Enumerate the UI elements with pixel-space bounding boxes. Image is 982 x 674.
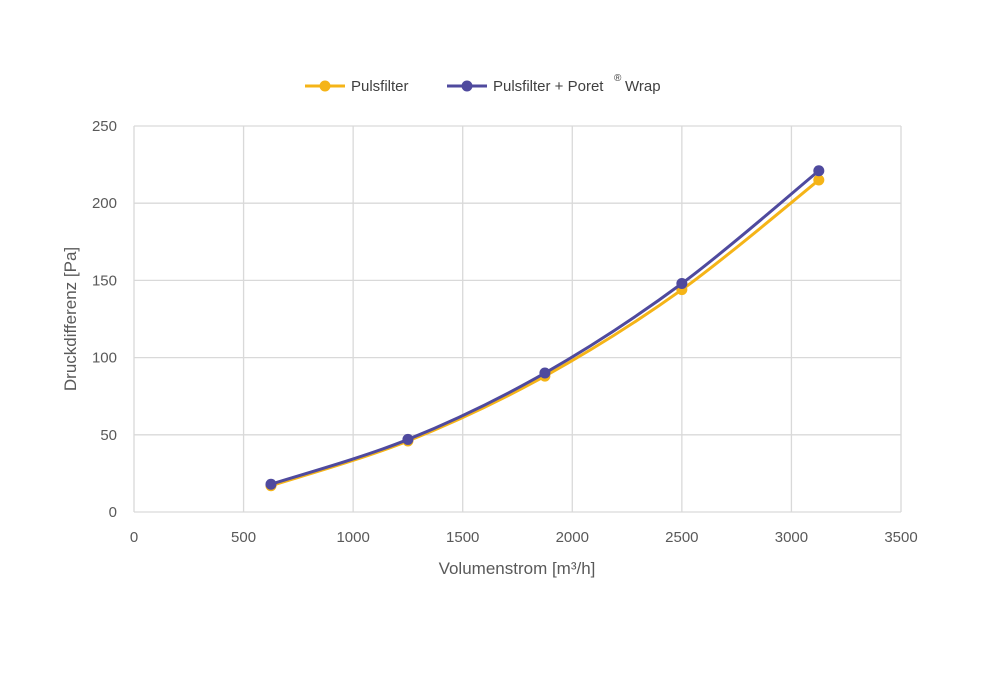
series-0-point-4[interactable] bbox=[813, 174, 825, 186]
x-tick-label-2: 1000 bbox=[336, 529, 369, 546]
x-tick-label-7: 3500 bbox=[884, 529, 917, 546]
y-tick-label-4: 200 bbox=[92, 195, 117, 212]
y-axis-title: Druckdifferenz [Pa] bbox=[61, 247, 80, 391]
series-1-point-1[interactable] bbox=[402, 433, 414, 445]
x-tick-label-1: 500 bbox=[231, 529, 256, 546]
legend-label-pulsfilter-poret-wrap: Pulsfilter + Poret bbox=[493, 78, 604, 95]
x-tick-label-0: 0 bbox=[130, 529, 138, 546]
legend-label-registered-mark: ® bbox=[614, 73, 622, 84]
series-1-point-4[interactable] bbox=[813, 165, 825, 177]
series-1-point-2[interactable] bbox=[539, 367, 551, 379]
series-1-point-0[interactable] bbox=[265, 478, 277, 490]
legend-entry-pulsfilter-poret-wrap[interactable]: Pulsfilter + Poret ® Wrap bbox=[447, 73, 661, 95]
x-tick-label-6: 3000 bbox=[775, 529, 808, 546]
x-tick-label-5: 2500 bbox=[665, 529, 698, 546]
legend-marker-pulsfilter-poret-wrap bbox=[461, 80, 473, 92]
series-layer bbox=[265, 165, 825, 492]
x-tick-label-4: 2000 bbox=[556, 529, 589, 546]
legend: Pulsfilter Pulsfilter + Poret ® Wrap bbox=[305, 73, 661, 95]
y-tick-label-0: 0 bbox=[109, 504, 117, 521]
series-1 bbox=[265, 165, 825, 490]
y-tick-label-5: 250 bbox=[92, 118, 117, 135]
y-tick-label-3: 150 bbox=[92, 272, 117, 289]
y-tick-label-2: 100 bbox=[92, 350, 117, 367]
legend-label-pulsfilter: Pulsfilter bbox=[351, 78, 409, 95]
x-axis-title: Volumenstrom [m³/h] bbox=[439, 559, 596, 578]
legend-entry-pulsfilter[interactable]: Pulsfilter bbox=[305, 78, 409, 95]
series-1-point-3[interactable] bbox=[676, 277, 688, 289]
legend-label-wrap: Wrap bbox=[625, 78, 661, 95]
x-tick-label-3: 1500 bbox=[446, 529, 479, 546]
grid-layer bbox=[133, 125, 902, 513]
legend-marker-pulsfilter bbox=[319, 80, 331, 92]
series-0 bbox=[265, 174, 825, 492]
y-tick-label-1: 50 bbox=[100, 427, 117, 444]
